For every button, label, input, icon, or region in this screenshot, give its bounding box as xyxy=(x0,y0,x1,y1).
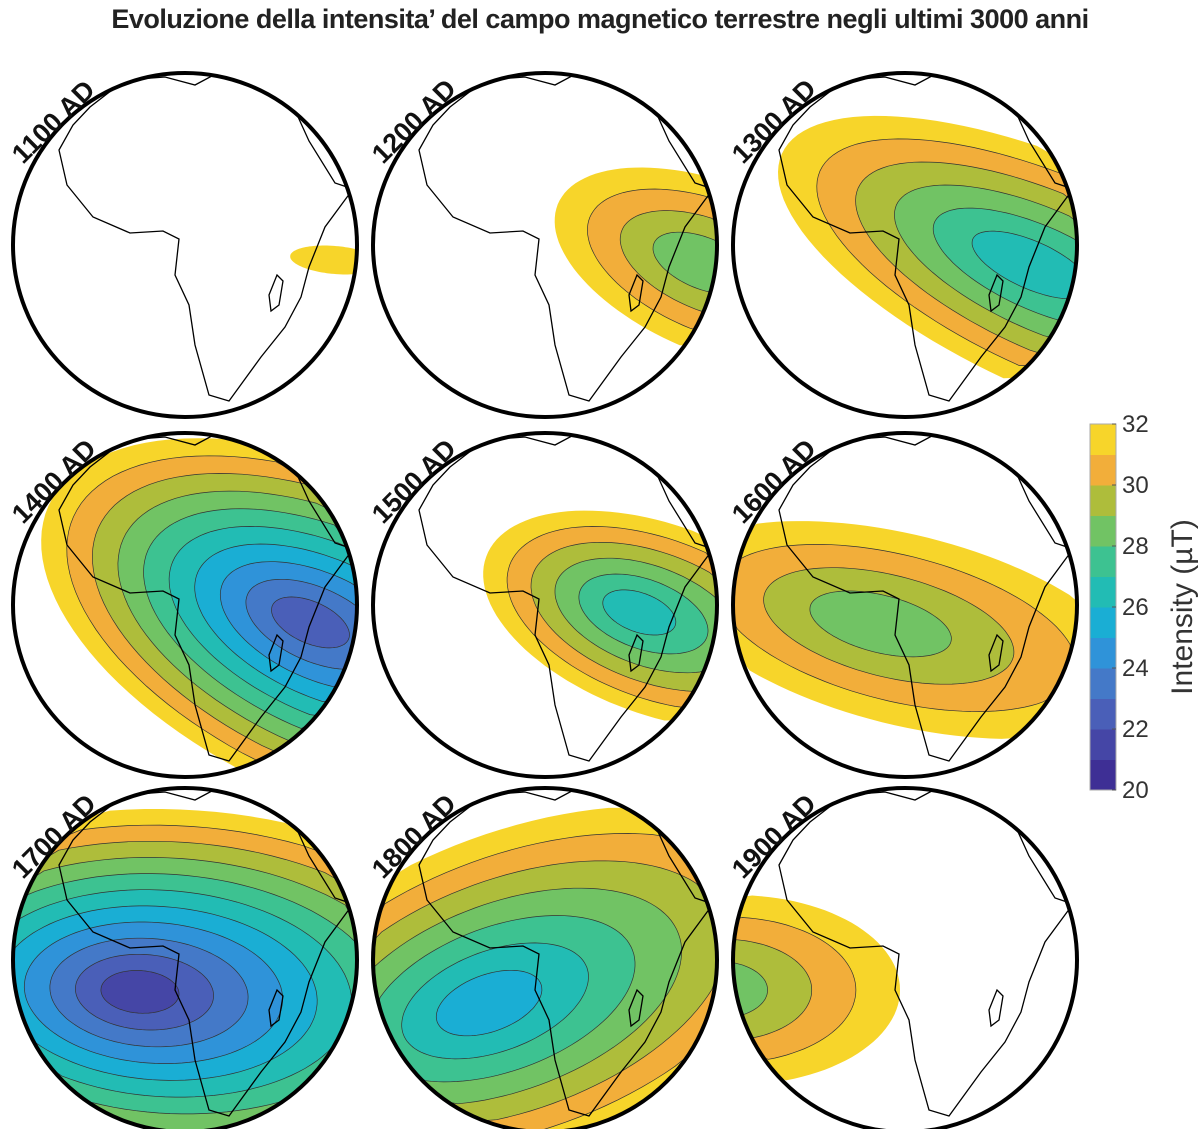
globe-outline xyxy=(371,71,719,419)
colorbar-segment xyxy=(1090,698,1116,730)
map-panel-1600-ad: 1600 AD xyxy=(726,431,1079,779)
colorbar-segment xyxy=(1090,607,1116,638)
contour-band-26 xyxy=(602,589,677,636)
colorbar-segment xyxy=(1090,424,1116,455)
contour-band-28 xyxy=(809,590,952,658)
colorbar-segment xyxy=(1090,515,1116,547)
madagascar-coastline xyxy=(628,633,644,673)
map-panel-1700-ad: 1700 AD xyxy=(6,786,359,1129)
intensity-contours xyxy=(778,115,1077,379)
map-panel-1500-ad: 1500 AD xyxy=(366,431,719,779)
colorbar-tick-label: 26 xyxy=(1122,594,1149,621)
colorbar: 20 22 24 26 28 30 32 Intensity (µT) xyxy=(1089,411,1199,804)
colorbar-label: Intensity (µT) xyxy=(1166,519,1199,695)
contour-band-25 xyxy=(435,969,543,1037)
globe-outline xyxy=(731,431,1079,779)
colorbar-tick-label: 32 xyxy=(1122,411,1149,438)
globe-outline xyxy=(371,786,719,1129)
colorbar-segment xyxy=(1090,485,1116,516)
madagascar-coastline xyxy=(268,633,284,673)
map-panel-1100-ad: 1100 AD xyxy=(6,71,359,419)
globe-outline xyxy=(11,431,359,779)
colorbar-segment xyxy=(1090,668,1116,699)
intensity-contours xyxy=(483,510,717,721)
map-panel-1200-ad: 1200 AD xyxy=(366,71,719,419)
colorbar-segment xyxy=(1090,637,1116,669)
madagascar-coastline xyxy=(268,273,284,313)
intensity-contours xyxy=(13,809,357,1129)
map-panel-1300-ad: 1300 AD xyxy=(726,71,1079,419)
figure-title: Evoluzione della intensita’ del campo ma… xyxy=(111,4,1089,34)
colorbar-segment xyxy=(1090,546,1116,577)
intensity-contours xyxy=(733,521,1076,739)
intensity-contours xyxy=(373,807,717,1129)
colorbar-tick-label: 22 xyxy=(1122,716,1149,743)
globe-outline xyxy=(371,431,719,779)
contour-band-31 xyxy=(290,245,356,275)
globe-outline xyxy=(11,71,359,419)
colorbar-tick-label: 24 xyxy=(1122,655,1149,682)
map-panel-1900-ad: 1900 AD xyxy=(726,786,1079,1129)
map-panel-1800-ad: 1800 AD xyxy=(366,786,719,1129)
madagascar-coastline xyxy=(988,633,1004,673)
madagascar-coastline xyxy=(628,273,644,313)
globe-outline xyxy=(11,786,359,1129)
colorbar-tick-label: 30 xyxy=(1122,472,1149,499)
intensity-contours xyxy=(554,167,717,346)
globe-outline xyxy=(731,786,1079,1129)
madagascar-coastline xyxy=(988,273,1004,313)
colorbar-segment xyxy=(1090,454,1116,486)
colorbar-tick-label: 28 xyxy=(1122,533,1149,560)
madagascar-coastline xyxy=(268,988,284,1028)
madagascar-coastline xyxy=(988,988,1004,1028)
colorbar-segment xyxy=(1090,729,1116,760)
intensity-contours xyxy=(290,245,356,275)
intensity-contours xyxy=(41,438,357,768)
contour-band-26 xyxy=(971,230,1076,300)
colorbar-tick-label: 20 xyxy=(1122,777,1149,804)
madagascar-coastline xyxy=(628,988,644,1028)
contour-band-21 xyxy=(100,970,180,1014)
intensity-contours xyxy=(733,895,900,1081)
map-panel-1400-ad: 1400 AD xyxy=(6,431,359,779)
colorbar-segment xyxy=(1090,759,1116,791)
colorbar-segment xyxy=(1090,576,1116,608)
globe-outline xyxy=(731,71,1079,419)
